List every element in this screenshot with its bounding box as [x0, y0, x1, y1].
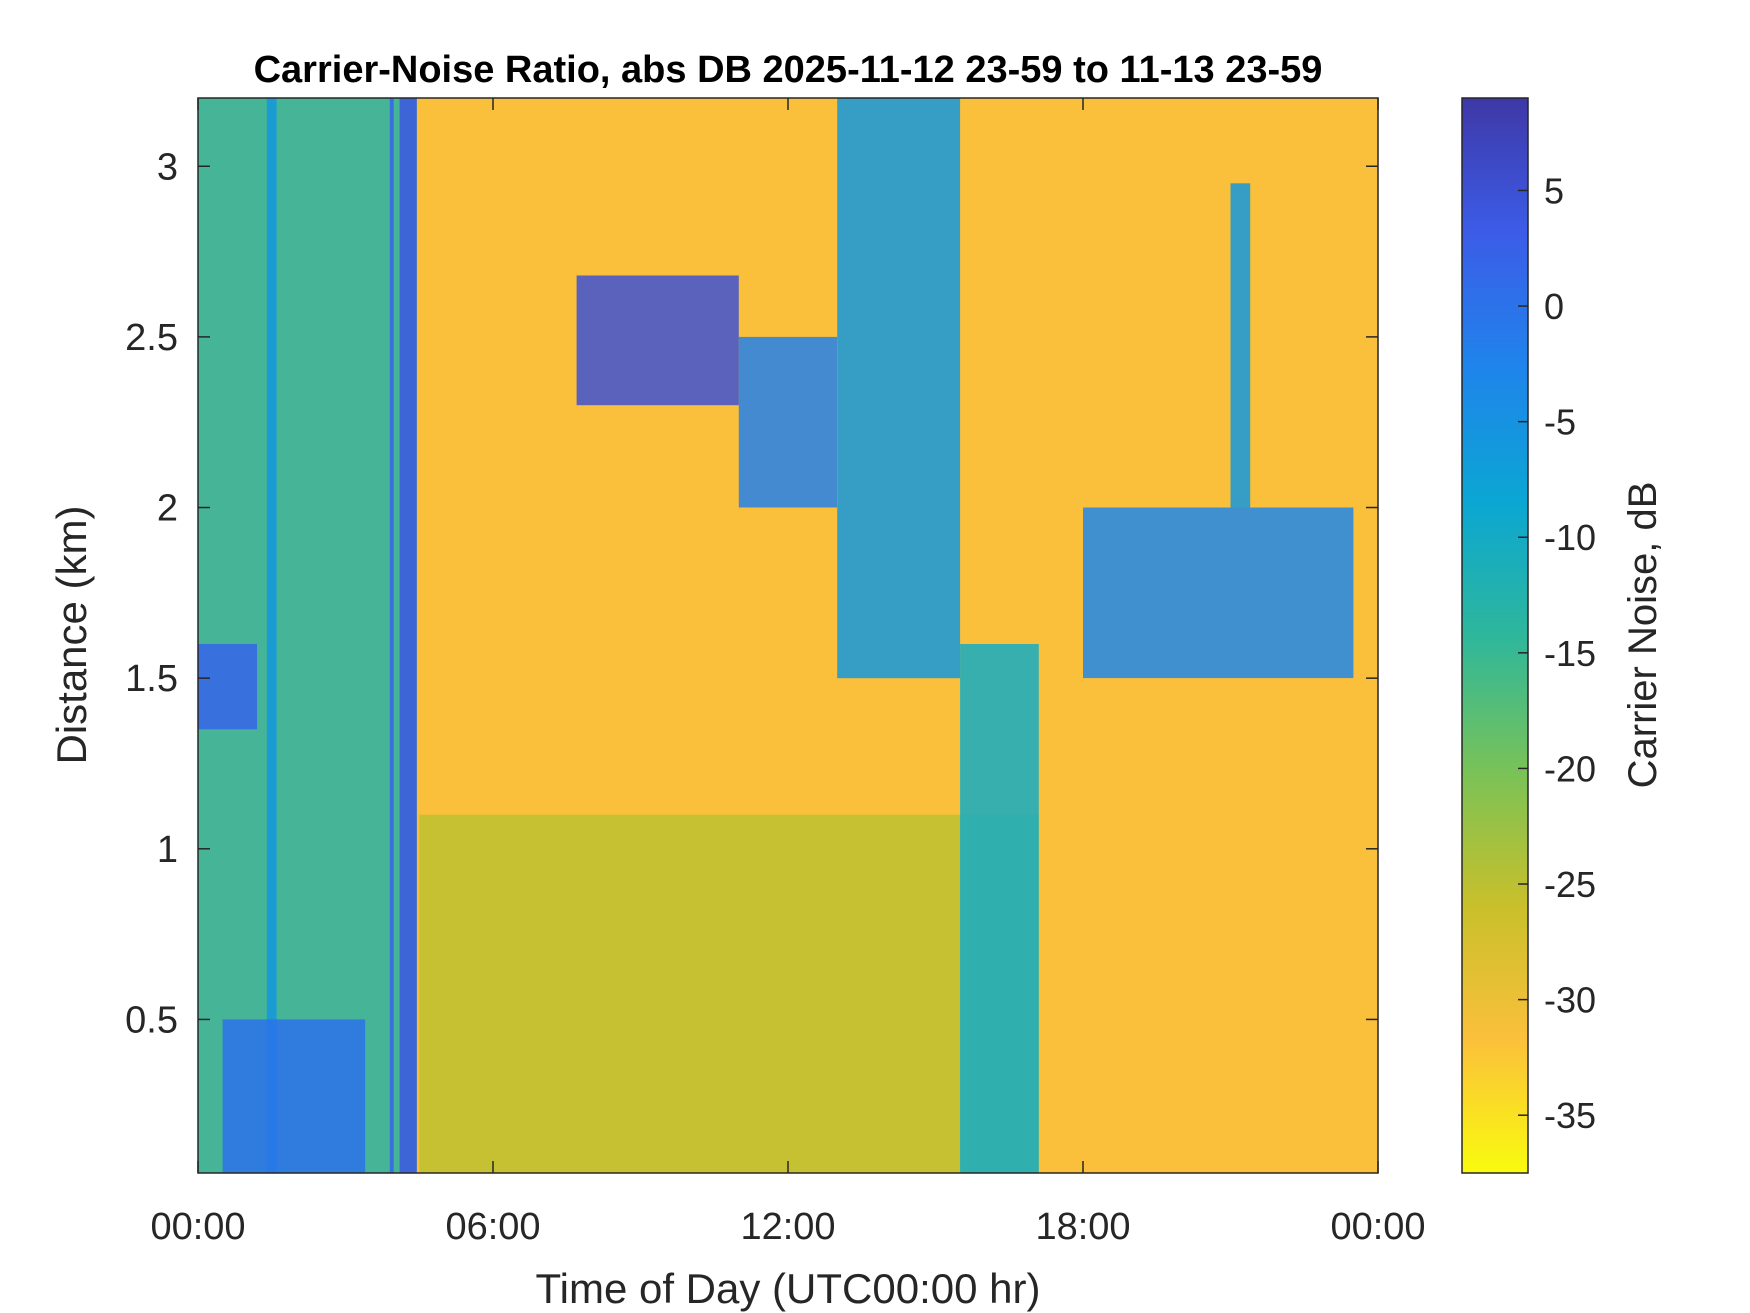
heatmap-region [960, 644, 1039, 1173]
heatmap-region [1083, 507, 1354, 679]
heatmap-region [198, 644, 257, 730]
colorbar-tick-label: -20 [1544, 748, 1596, 789]
x-axis-label: Time of Day (UTC00:00 hr) [536, 1265, 1041, 1312]
colorbar-tick-label: -10 [1544, 517, 1596, 558]
heatmap-region [399, 98, 417, 1173]
colorbar-tick-label: -15 [1544, 633, 1596, 674]
chart-title: Carrier-Noise Ratio, abs DB 2025-11-12 2… [254, 49, 1323, 91]
x-tick-label: 12:00 [740, 1206, 835, 1248]
colorbar [1461, 97, 1529, 1174]
heatmap-region [222, 1019, 366, 1173]
heatmap-region [419, 814, 1039, 1173]
heatmap-region [837, 98, 961, 679]
x-tick-label: 00:00 [1330, 1206, 1425, 1248]
heatmap-region [389, 98, 394, 1173]
heatmap-region [266, 98, 277, 1173]
y-axis: 0.5 1 1.5 2 2.5 3 [125, 146, 1378, 1041]
y-tick-label: 1.5 [125, 658, 178, 700]
heatmap-region [198, 98, 417, 1173]
x-tick-label: 00:00 [150, 1206, 245, 1248]
colorbar-tick-label: -5 [1544, 402, 1576, 443]
y-tick-label: 3 [157, 146, 178, 188]
heatmap-region [738, 336, 838, 508]
heatmap [198, 98, 1354, 1173]
colorbar-tick-label: 5 [1544, 170, 1564, 211]
y-tick-label: 2 [157, 488, 178, 530]
heatmap-region [1230, 183, 1251, 508]
y-tick-label: 0.5 [125, 999, 178, 1041]
colorbar-axis: 5 0 -5 -10 -15 -20 -25 -30 -35 [1518, 170, 1596, 1136]
y-axis-label: Distance (km) [48, 505, 95, 764]
colorbar-tick-label: -30 [1544, 980, 1596, 1021]
colorbar-tick-label: -35 [1544, 1095, 1596, 1136]
y-tick-label: 2.5 [125, 317, 178, 359]
colorbar-label: Carrier Noise, dB [1621, 482, 1665, 789]
x-axis: 00:00 06:00 12:00 18:00 00:00 [150, 98, 1426, 1248]
x-tick-label: 06:00 [445, 1206, 540, 1248]
colorbar-tick-label: 0 [1544, 286, 1564, 327]
heatmap-region [576, 275, 739, 406]
x-tick-label: 18:00 [1035, 1206, 1130, 1248]
colorbar-tick-label: -25 [1544, 864, 1596, 905]
y-tick-label: 1 [157, 829, 178, 871]
